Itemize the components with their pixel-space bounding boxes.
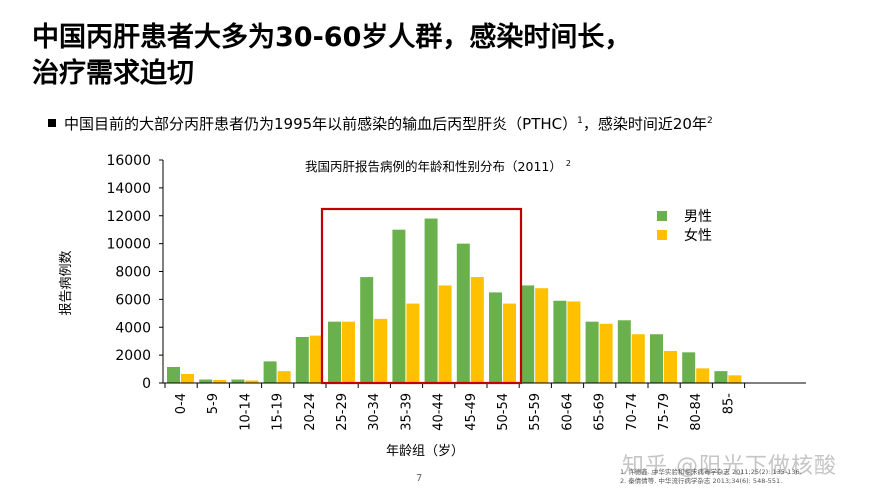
bar-male	[263, 361, 277, 383]
x-tick-label: 50-54	[496, 393, 511, 431]
x-tick-label: 70-74	[625, 393, 640, 431]
bar-male	[585, 321, 599, 383]
legend-label-male: 男性	[684, 209, 712, 225]
x-axis-label: 年龄组（岁）	[386, 444, 464, 459]
bar-male	[199, 379, 213, 383]
y-tick-label: 16000	[106, 153, 151, 169]
bar-male	[553, 300, 567, 383]
bullet-text: 中国目前的大部分丙肝患者仍为1995年以前感染的输血后丙型肝炎（PTHC）	[64, 115, 578, 133]
slide-title-line2: 治疗需求迫切	[32, 58, 194, 89]
y-tick-label: 2000	[115, 348, 151, 364]
slide-title-line1: 中国丙肝患者大多为30-60岁人群，感染时间长，	[32, 22, 632, 53]
bar-male	[392, 229, 406, 383]
chart-title: 我国丙肝报告病例的年龄和性别分布（2011） 2	[305, 159, 571, 174]
bar-male	[714, 371, 728, 383]
legend-swatch-male	[657, 211, 667, 221]
bar-female	[599, 323, 613, 383]
bar-female	[631, 334, 645, 383]
x-tick-label: 5-9	[206, 393, 221, 414]
bullet-point: 中国目前的大部分丙肝患者仍为1995年以前感染的输血后丙型肝炎（PTHC）1，感…	[48, 110, 713, 135]
y-tick-label: 0	[142, 376, 151, 392]
bars	[167, 218, 742, 383]
bar-male	[424, 218, 438, 383]
reference-1: 1. 许德鑫. 中华实验和临床病毒学杂志 2011;25(2): 135-136…	[620, 468, 802, 476]
x-tick-label: 0-4	[174, 393, 189, 414]
bar-female	[535, 288, 549, 383]
bar-female	[213, 379, 227, 383]
bar-male	[650, 334, 663, 383]
x-tick-label: 10-14	[238, 393, 253, 431]
bar-female	[374, 318, 388, 383]
x-tick-label: 40-44	[432, 393, 447, 431]
bar-female	[664, 350, 677, 383]
x-tick-label: 75-79	[657, 393, 672, 431]
y-tick-label: 8000	[115, 265, 151, 281]
bullet-ref-2: 2	[706, 116, 713, 126]
highlight-box	[320, 207, 523, 385]
bar-male	[328, 321, 341, 383]
bar-female	[406, 303, 420, 383]
y-tick-label: 10000	[106, 237, 151, 253]
x-tick-label: 65-69	[593, 393, 608, 431]
y-axis: 0 2000 4000 6000 8000 10000 12000 14000 16000	[106, 153, 164, 392]
references: 1. 许德鑫. 中华实验和临床病毒学杂志 2011;25(2): 135-136…	[620, 468, 802, 486]
slide-title: 中国丙肝患者大多为30-60岁人群，感染时间长， 治疗需求迫切	[32, 20, 852, 92]
bar-female	[438, 285, 452, 383]
watermark: 知乎 @阳光下做核酸	[622, 454, 837, 479]
x-tick-label: 45-49	[464, 393, 479, 431]
y-tick-label: 14000	[106, 181, 151, 197]
bar-male	[617, 320, 631, 383]
x-tick-label: 15-19	[271, 393, 286, 431]
x-tick-label: 30-34	[367, 393, 382, 431]
bar-male	[682, 352, 696, 383]
y-axis-label: 报告病例数	[59, 250, 74, 315]
x-tick-label: 55-59	[528, 393, 543, 431]
bar-male	[456, 243, 470, 383]
bar-male	[167, 366, 180, 383]
bar-female	[567, 301, 581, 383]
bar-female	[277, 371, 291, 383]
bullet-text-2: ，感染时间近20年	[582, 115, 707, 133]
reference-2: 2. 秦倩倩等. 中华流行病学杂志 2013;34(6): 548-551.	[620, 477, 783, 485]
bar-female	[309, 335, 323, 383]
x-tick-label: 35-39	[399, 393, 414, 431]
chart-title-ref: 2	[566, 159, 571, 168]
bar-female	[728, 375, 742, 383]
y-tick-label: 4000	[115, 320, 151, 336]
bar-male	[360, 277, 374, 383]
x-tick-label: 20-24	[303, 393, 318, 431]
page-number: 7	[416, 473, 423, 484]
legend-swatch-female	[657, 230, 667, 240]
bar-female	[342, 321, 355, 383]
bar-male	[295, 337, 309, 383]
bar-female	[181, 373, 194, 383]
bar-male	[521, 285, 535, 383]
y-tick-label: 12000	[106, 209, 151, 225]
x-tick-label: 25-29	[335, 393, 350, 431]
bar-male	[489, 292, 502, 383]
y-tick-label: 6000	[115, 292, 151, 308]
bar-female	[470, 277, 484, 383]
bar-female	[245, 380, 259, 383]
legend-label-female: 女性	[684, 227, 712, 244]
bullet-ref-1: 1	[577, 116, 583, 126]
bar-male	[231, 379, 245, 383]
x-tick-label: 60-64	[560, 393, 575, 431]
x-tick-label: 85-	[721, 393, 736, 415]
x-axis: 0-4 5-9 10-14 15-19 20-24 25-29 30-34 35-39 40-4…	[163, 382, 806, 431]
bar-female	[696, 368, 710, 383]
bar-female	[503, 303, 516, 383]
x-tick-label: 80-84	[689, 393, 704, 431]
bullet-square-icon	[48, 119, 56, 127]
